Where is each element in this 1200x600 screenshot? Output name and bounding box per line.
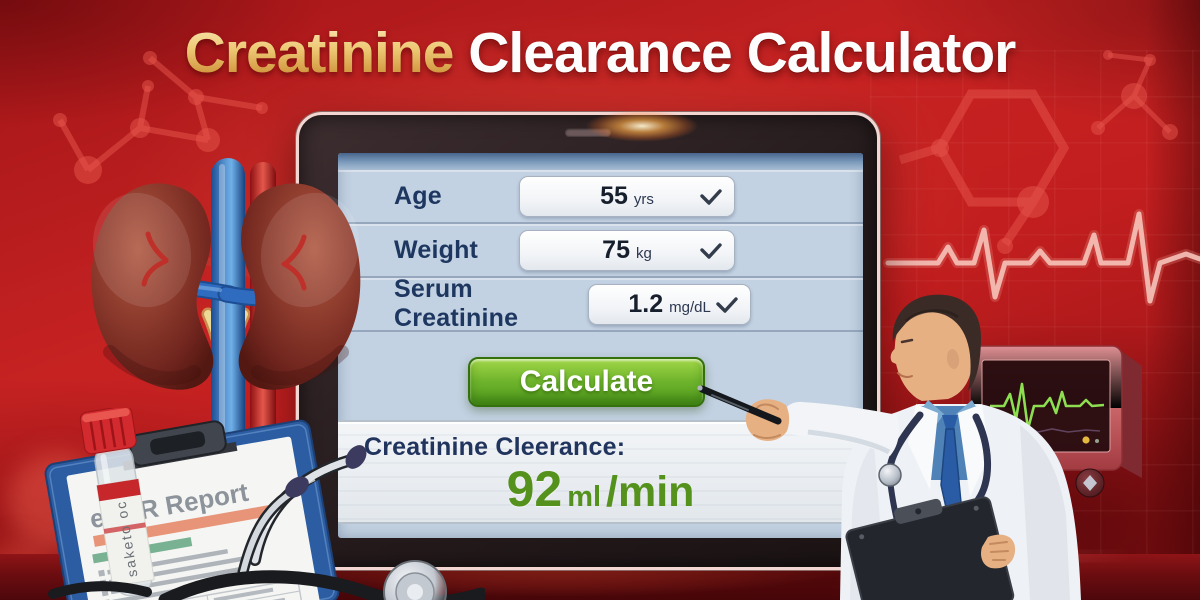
serum-creatinine-unit: mg/dL — [669, 298, 711, 316]
title-rest: Clearance Calculator — [453, 21, 1016, 85]
screen-top-strip — [338, 153, 863, 170]
webcam-icon — [565, 128, 611, 136]
result-value-row: 92 ml /min — [338, 464, 863, 517]
title-highlight: Creatinine — [184, 21, 455, 85]
result-value: 92 — [506, 461, 563, 517]
dropdown-check-icon — [716, 296, 738, 313]
result-unit-big: /min — [606, 468, 695, 516]
weight-unit: kg — [635, 244, 652, 262]
grid-overlay — [870, 50, 1200, 560]
serum-creatinine-value: 1.2 — [628, 289, 664, 318]
page-title: Creatinine Clearance Calculator — [0, 22, 1200, 85]
age-label: Age — [394, 181, 442, 210]
dropdown-check-icon — [700, 242, 722, 259]
form-rows: Age 55 yrs Weight 75 kg — [338, 170, 863, 332]
age-dropdown[interactable]: 55 yrs — [519, 175, 735, 217]
calculator-screen: Age 55 yrs Weight 75 kg — [338, 153, 863, 538]
weight-label: Weight — [394, 235, 479, 264]
field-row-serum-creatinine: Serum Creatinine 1.2 mg/dL — [338, 275, 863, 332]
field-row-age: Age 55 yrs — [338, 170, 863, 224]
serum-creatinine-label: Serum Creatinine — [394, 275, 519, 332]
age-unit: yrs — [633, 190, 654, 208]
result-unit-small: ml — [567, 481, 602, 513]
weight-dropdown[interactable]: 75 kg — [519, 229, 735, 271]
lens-flare — [567, 105, 717, 147]
dropdown-check-icon — [700, 188, 722, 205]
age-value: 55 — [600, 181, 628, 210]
bokeh-light — [8, 452, 108, 552]
calculate-button[interactable]: Calculate — [468, 357, 705, 407]
result-label: Creatinine Cleerance: — [364, 433, 626, 461]
result-panel: Creatinine Cleerance: 92 ml /min — [338, 420, 863, 524]
field-row-weight: Weight 75 kg — [338, 224, 863, 278]
monitor: Age 55 yrs Weight 75 kg — [296, 105, 880, 570]
weight-value: 75 — [602, 235, 630, 264]
serum-creatinine-dropdown[interactable]: 1.2 mg/dL — [588, 283, 751, 325]
